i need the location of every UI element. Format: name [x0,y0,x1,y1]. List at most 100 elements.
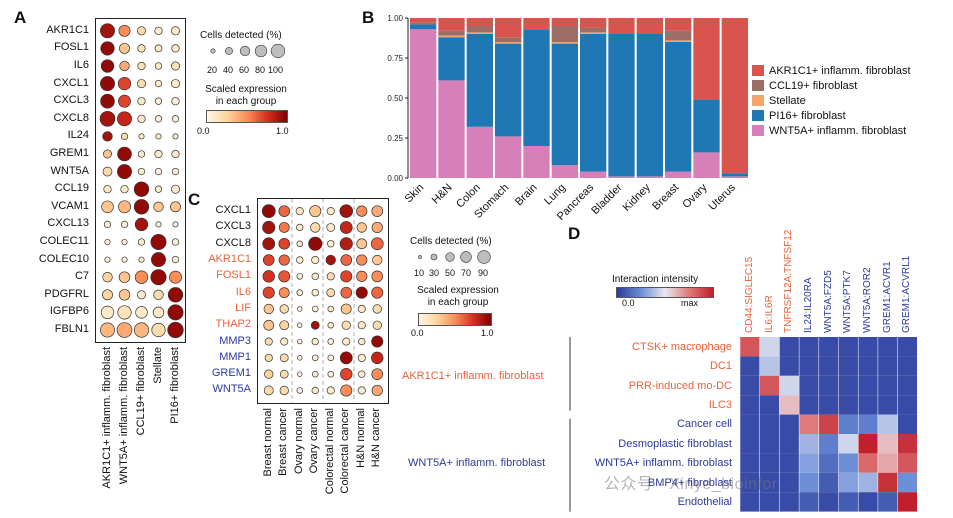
panel-a-group-label: AKR1C1+ inflamm. fibroblast [100,346,113,489]
panel-a-dot-cxcl3-2 [137,97,146,106]
panel-d-cell-3-2 [779,395,800,415]
legend-c-tick-30: 30 [429,268,440,278]
legend-a-tick-80: 80 [255,65,266,75]
panel-a-dot-il6-0 [100,59,115,73]
legend-c-size-title: Cells detected (%) [410,236,492,247]
panel-c-gene-label: AKR1C1 [208,253,251,266]
panel-a-dot-igfbp6-0 [100,305,115,320]
panel-d-cell-1-3 [799,356,819,376]
panel-b-bar-breast-ccl19 [665,30,692,41]
panel-d-interaction-label: WNT5A:PTK7 [842,270,854,333]
panel-b-bar-skin-pi16 [410,24,437,30]
panel-a-group-label: CCL19+ fibroblast [134,346,147,436]
panel-d-cell-6-8 [897,453,918,473]
panel-a-dot-fosl1-2 [137,44,146,53]
panel-a-dot-pdgfrl-1 [118,289,131,301]
panel-d-cell-6-6 [858,453,878,473]
panel-d-cell-5-3 [799,434,819,454]
panel-a-dot-c7-3 [150,269,167,286]
panel-c-dot-lif-3 [311,305,319,313]
panel-a-dot-cxcl1-4 [170,79,180,89]
panel-c-group-label: Colorectal normal [323,407,336,494]
panel-a-dot-grem1-2 [137,150,146,158]
panel-b-bar-lung-ccl19 [551,26,578,42]
panel-b-bar-bladder-akr1c1 [608,18,635,34]
legend-a-color-min: 0.0 [197,126,210,136]
panel-a-dot-colec11-2 [137,238,146,246]
legend-a-size-40 [225,47,233,55]
panel-b-bar-hn-pi16 [438,37,465,81]
panel-a-dot-il24-0 [102,131,113,142]
panel-c-dot-il6-1 [278,287,290,299]
legend-c-size-circles [418,250,491,264]
watermark: 公众号 · Xinye_bioinfor [604,476,778,493]
panel-a-dot-il6-1 [119,60,130,72]
panel-b-category-label: Lung [542,182,568,208]
panel-d-cell-5-5 [838,434,859,454]
panel-d-cell-3-6 [858,395,878,415]
panel-d-cell-4-3 [799,414,819,434]
legend-c-tick-90: 90 [478,268,489,278]
legend-c-size-90 [477,250,491,264]
panel-b-bar-colon-pi16 [466,34,493,127]
panel-a-dot-pdgfrl-4 [167,287,184,303]
panel-d-cell-4-2 [779,414,800,434]
panel-d-cell-8-4 [818,492,839,512]
panel-d-cell-1-0 [740,356,760,376]
legend-a-size-title: Cells detected (%) [200,30,282,41]
legend-a-size-80 [254,44,268,58]
panel-a-dot-cxcl8-1 [117,111,132,127]
panel-c-group-label: Ovary cancer [308,407,321,474]
panel-b-category-label: Pancreas [555,181,597,223]
panel-a-dot-colec10-2 [138,256,145,263]
legend-d-title: Interaction intensity [612,274,699,285]
panel-c-gene-label: FOSL1 [216,269,251,282]
panel-b-bar-pancreas-ccl19 [580,27,607,33]
legend-a-tick-20: 20 [207,65,218,75]
panel-b-bar-hn-ccl19 [438,30,465,36]
panel-c-dot-cxcl1-2 [295,207,304,216]
panel-a-dot-cxcl1-0 [100,76,115,92]
panel-a-dot-il24-1 [120,132,129,141]
panel-b-y-tick-label: 0.00 [387,174,403,183]
panel-a-frame [95,18,186,343]
panel-b-bar-pancreas-akr1c1 [580,18,607,28]
panel-c-dot-mmp1-7 [371,351,384,365]
panel-b-bar-colon-wnt5a [466,126,493,178]
panel-d-cell-8-0 [740,492,760,512]
legend-b-swatch [752,95,764,106]
panel-b-category-label: H&N [430,182,455,207]
panel-a-dot-vcam1-4 [170,201,181,213]
panel-c-dot-mmp3-7 [371,335,384,348]
panel-c-dot-cxcl8-4 [327,240,335,248]
panel-a-dot-igfbp6-3 [152,306,165,319]
panel-letter-a: A [14,8,27,27]
panel-c-dot-fosl1-7 [371,270,384,283]
panel-d-cell-4-8 [897,414,918,434]
panel-c-dot-wnt5a-5 [340,384,353,397]
panel-a-gene-label: GREM1 [49,147,89,159]
panel-d-cell-8-5 [838,492,859,512]
panel-d-cell-7-2 [779,472,800,493]
panel-letter-d: D [568,224,581,243]
panel-c-dot-akr1c1-2 [296,256,304,264]
panel-a-dot-colec11-1 [121,238,128,246]
panel-b-category-label: Ovary [680,181,710,211]
panel-b-category-label: Stomach [472,182,511,221]
panel-a-dot-colec10-4 [171,255,180,264]
legend-c-size-30 [430,253,438,261]
panel-b-y-tick-label: 1.00 [387,14,403,23]
panel-c-gene-label: CXCL8 [215,236,251,249]
panel-a-gene-label: IL6 [73,59,89,71]
panel-c-gene-label: CXCL1 [215,204,251,217]
panel-d-cell-1-8 [897,356,918,376]
panel-d-cell-0-8 [897,337,918,357]
panel-b-bar-pancreas-pi16 [580,34,607,172]
legend-a-tick-100: 100 [268,65,284,75]
panel-c-dot-grem1-5 [340,367,353,381]
panel-c-gene-label: MMP3 [219,334,251,347]
panel-b-bar-stomach-pi16 [495,43,522,137]
legend-d-min: 0.0 [622,298,635,308]
panel-c-dot-lif-2 [297,306,303,312]
panel-a-dot-colec10-1 [121,256,128,263]
